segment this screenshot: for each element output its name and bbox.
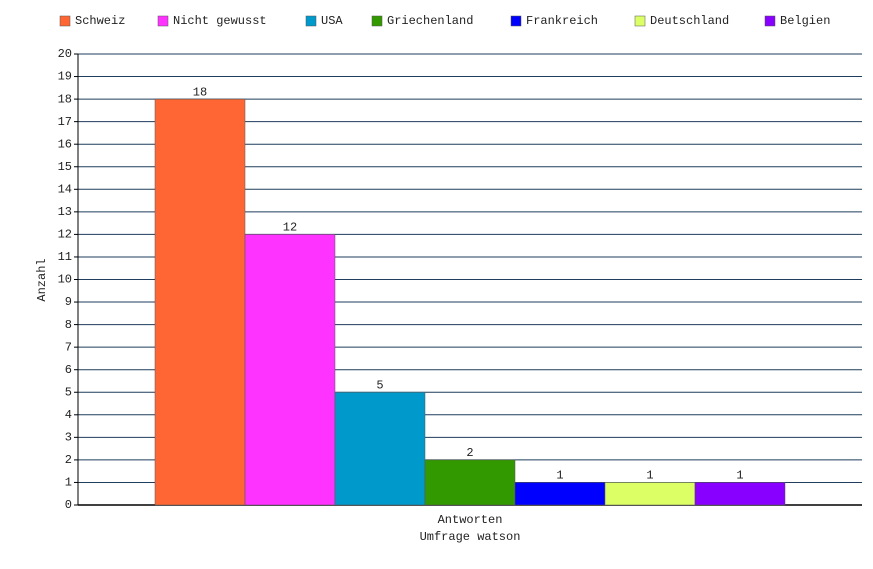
legend-swatch [510, 15, 522, 27]
value-label-bg [190, 85, 210, 99]
bar [334, 392, 426, 506]
legend-swatch [305, 15, 317, 27]
legend-swatch [764, 15, 776, 27]
bar [604, 482, 696, 506]
x-tick-label: Antworten [438, 513, 503, 527]
y-tick-label: 0 [65, 498, 72, 512]
y-tick-label: 12 [58, 228, 72, 242]
value-label: 2 [466, 446, 473, 460]
legend-label: USA [321, 14, 343, 28]
y-tick-label: 5 [65, 385, 72, 399]
value-label: 1 [736, 469, 743, 483]
legend-label: Deutschland [650, 14, 729, 28]
y-tick-label: 11 [58, 250, 72, 264]
y-tick-label: 16 [58, 137, 72, 151]
value-label: 1 [556, 469, 563, 483]
y-tick-label: 18 [58, 92, 72, 106]
value-label: 18 [193, 85, 207, 99]
legend-label: Schweiz [75, 14, 125, 28]
y-tick-label: 19 [58, 70, 72, 84]
legend-swatch [634, 15, 646, 27]
y-axis-label: Anzahl [35, 258, 49, 301]
bar [514, 482, 606, 506]
bar [694, 482, 786, 506]
y-tick-label: 20 [58, 47, 72, 61]
bar [244, 234, 336, 506]
y-tick-label: 8 [65, 318, 72, 332]
y-tick-label: 2 [65, 453, 72, 467]
x-axis-label: Umfrage watson [420, 530, 521, 544]
y-tick-label: 3 [65, 431, 72, 445]
y-tick-label: 4 [65, 408, 72, 422]
legend-label: Griechenland [387, 14, 473, 28]
y-tick-label: 1 [65, 476, 72, 490]
legend-label: Belgien [780, 14, 830, 28]
legend-swatch [59, 15, 71, 27]
legend-swatch [157, 15, 169, 27]
bar [154, 98, 246, 506]
y-tick-label: 9 [65, 295, 72, 309]
value-label: 5 [376, 378, 383, 392]
legend-swatch [371, 15, 383, 27]
bar [424, 459, 516, 506]
value-label-bg [640, 468, 660, 482]
y-tick-label: 7 [65, 340, 72, 354]
value-label: 12 [283, 221, 297, 235]
value-label-bg [460, 445, 480, 459]
y-tick-label: 6 [65, 363, 72, 377]
value-label-bg [730, 468, 750, 482]
y-tick-label: 15 [58, 160, 72, 174]
y-tick-label: 17 [58, 115, 72, 129]
y-tick-label: 13 [58, 205, 72, 219]
y-tick-label: 14 [58, 182, 72, 196]
legend-label: Frankreich [526, 14, 598, 28]
value-label: 1 [646, 469, 653, 483]
value-label-bg [550, 468, 570, 482]
y-tick-label: 10 [58, 273, 72, 287]
value-label-bg [280, 220, 300, 234]
value-label-bg [370, 378, 390, 392]
legend-label: Nicht gewusst [173, 14, 267, 28]
